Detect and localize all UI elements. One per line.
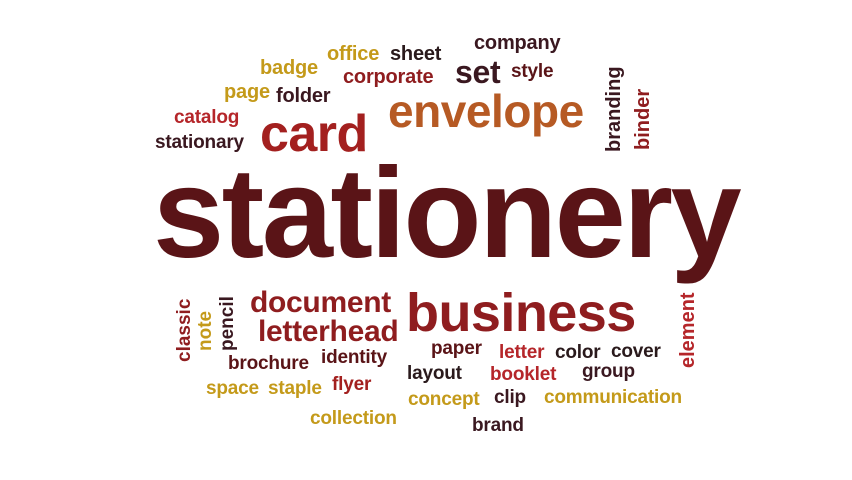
word-color: color — [555, 342, 601, 363]
word-collection: collection — [310, 408, 397, 429]
word-document: document — [250, 286, 391, 319]
word-staple: staple — [268, 378, 322, 399]
word-company: company — [474, 32, 561, 54]
word-pencil: pencil — [217, 296, 238, 351]
word-flyer: flyer — [332, 374, 372, 395]
word-set: set — [455, 54, 501, 90]
word-cover: cover — [611, 341, 661, 362]
word-badge: badge — [260, 57, 318, 79]
word-paper: paper — [431, 338, 482, 359]
word-folder: folder — [276, 85, 331, 107]
word-binder: binder — [632, 88, 654, 150]
word-catalog: catalog — [174, 107, 240, 128]
word-sheet: sheet — [390, 43, 442, 65]
word-classic: classic — [174, 298, 195, 362]
word-page: page — [224, 81, 270, 103]
word-letter: letter — [499, 342, 545, 363]
word-layout: layout — [407, 363, 462, 384]
word-element: element — [677, 292, 699, 368]
word-branding: branding — [603, 66, 625, 152]
word-note: note — [195, 310, 216, 351]
word-clip: clip — [494, 387, 526, 408]
word-stationery: stationery — [153, 142, 742, 285]
word-space: space — [206, 378, 259, 399]
word-style: style — [511, 61, 554, 82]
word-brochure: brochure — [228, 353, 309, 374]
word-corporate: corporate — [343, 66, 434, 88]
word-concept: concept — [408, 389, 480, 410]
word-brand: brand — [472, 415, 524, 436]
word-stationary: stationary — [155, 132, 244, 153]
word-office: office — [327, 43, 380, 65]
word-booklet: booklet — [490, 364, 557, 385]
word-communication: communication — [544, 387, 682, 408]
word-group: group — [582, 361, 635, 382]
word-business: business — [406, 283, 636, 343]
word-card: card — [260, 105, 368, 163]
word-letterhead: letterhead — [258, 315, 399, 348]
word-identity: identity — [321, 347, 388, 368]
word-envelope: envelope — [388, 85, 584, 137]
